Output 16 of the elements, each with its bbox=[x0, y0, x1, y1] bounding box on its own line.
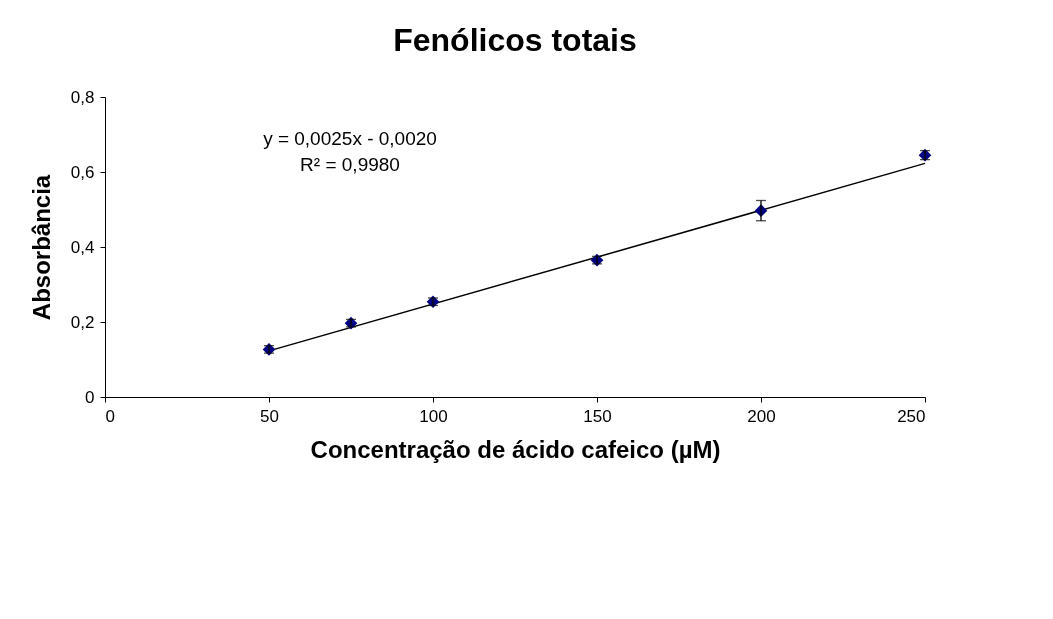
y-axis-title: Absorbância bbox=[27, 174, 55, 321]
x-tick-label: 250 bbox=[897, 406, 926, 426]
annotation: R² = 0,9980 bbox=[300, 154, 400, 175]
y-tick-label: 0,8 bbox=[70, 87, 95, 107]
y-tick-label: 0 bbox=[85, 387, 95, 407]
x-tick-label: 200 bbox=[747, 406, 776, 426]
y-tick-label: 0,2 bbox=[70, 312, 95, 332]
x-axis-title: Concentração de ácido cafeico (µM) bbox=[310, 435, 721, 463]
x-tick-label: 150 bbox=[583, 406, 612, 426]
chart-title: Fenólicos totais bbox=[393, 22, 637, 58]
x-tick-label: 100 bbox=[419, 406, 448, 426]
y-tick-label: 0,6 bbox=[70, 162, 95, 182]
x-tick-label: 50 bbox=[260, 406, 279, 426]
annotation: y = 0,0025x - 0,0020 bbox=[263, 128, 437, 149]
y-tick-label: 0,4 bbox=[70, 237, 95, 257]
x-tick-label: 0 bbox=[105, 406, 115, 426]
